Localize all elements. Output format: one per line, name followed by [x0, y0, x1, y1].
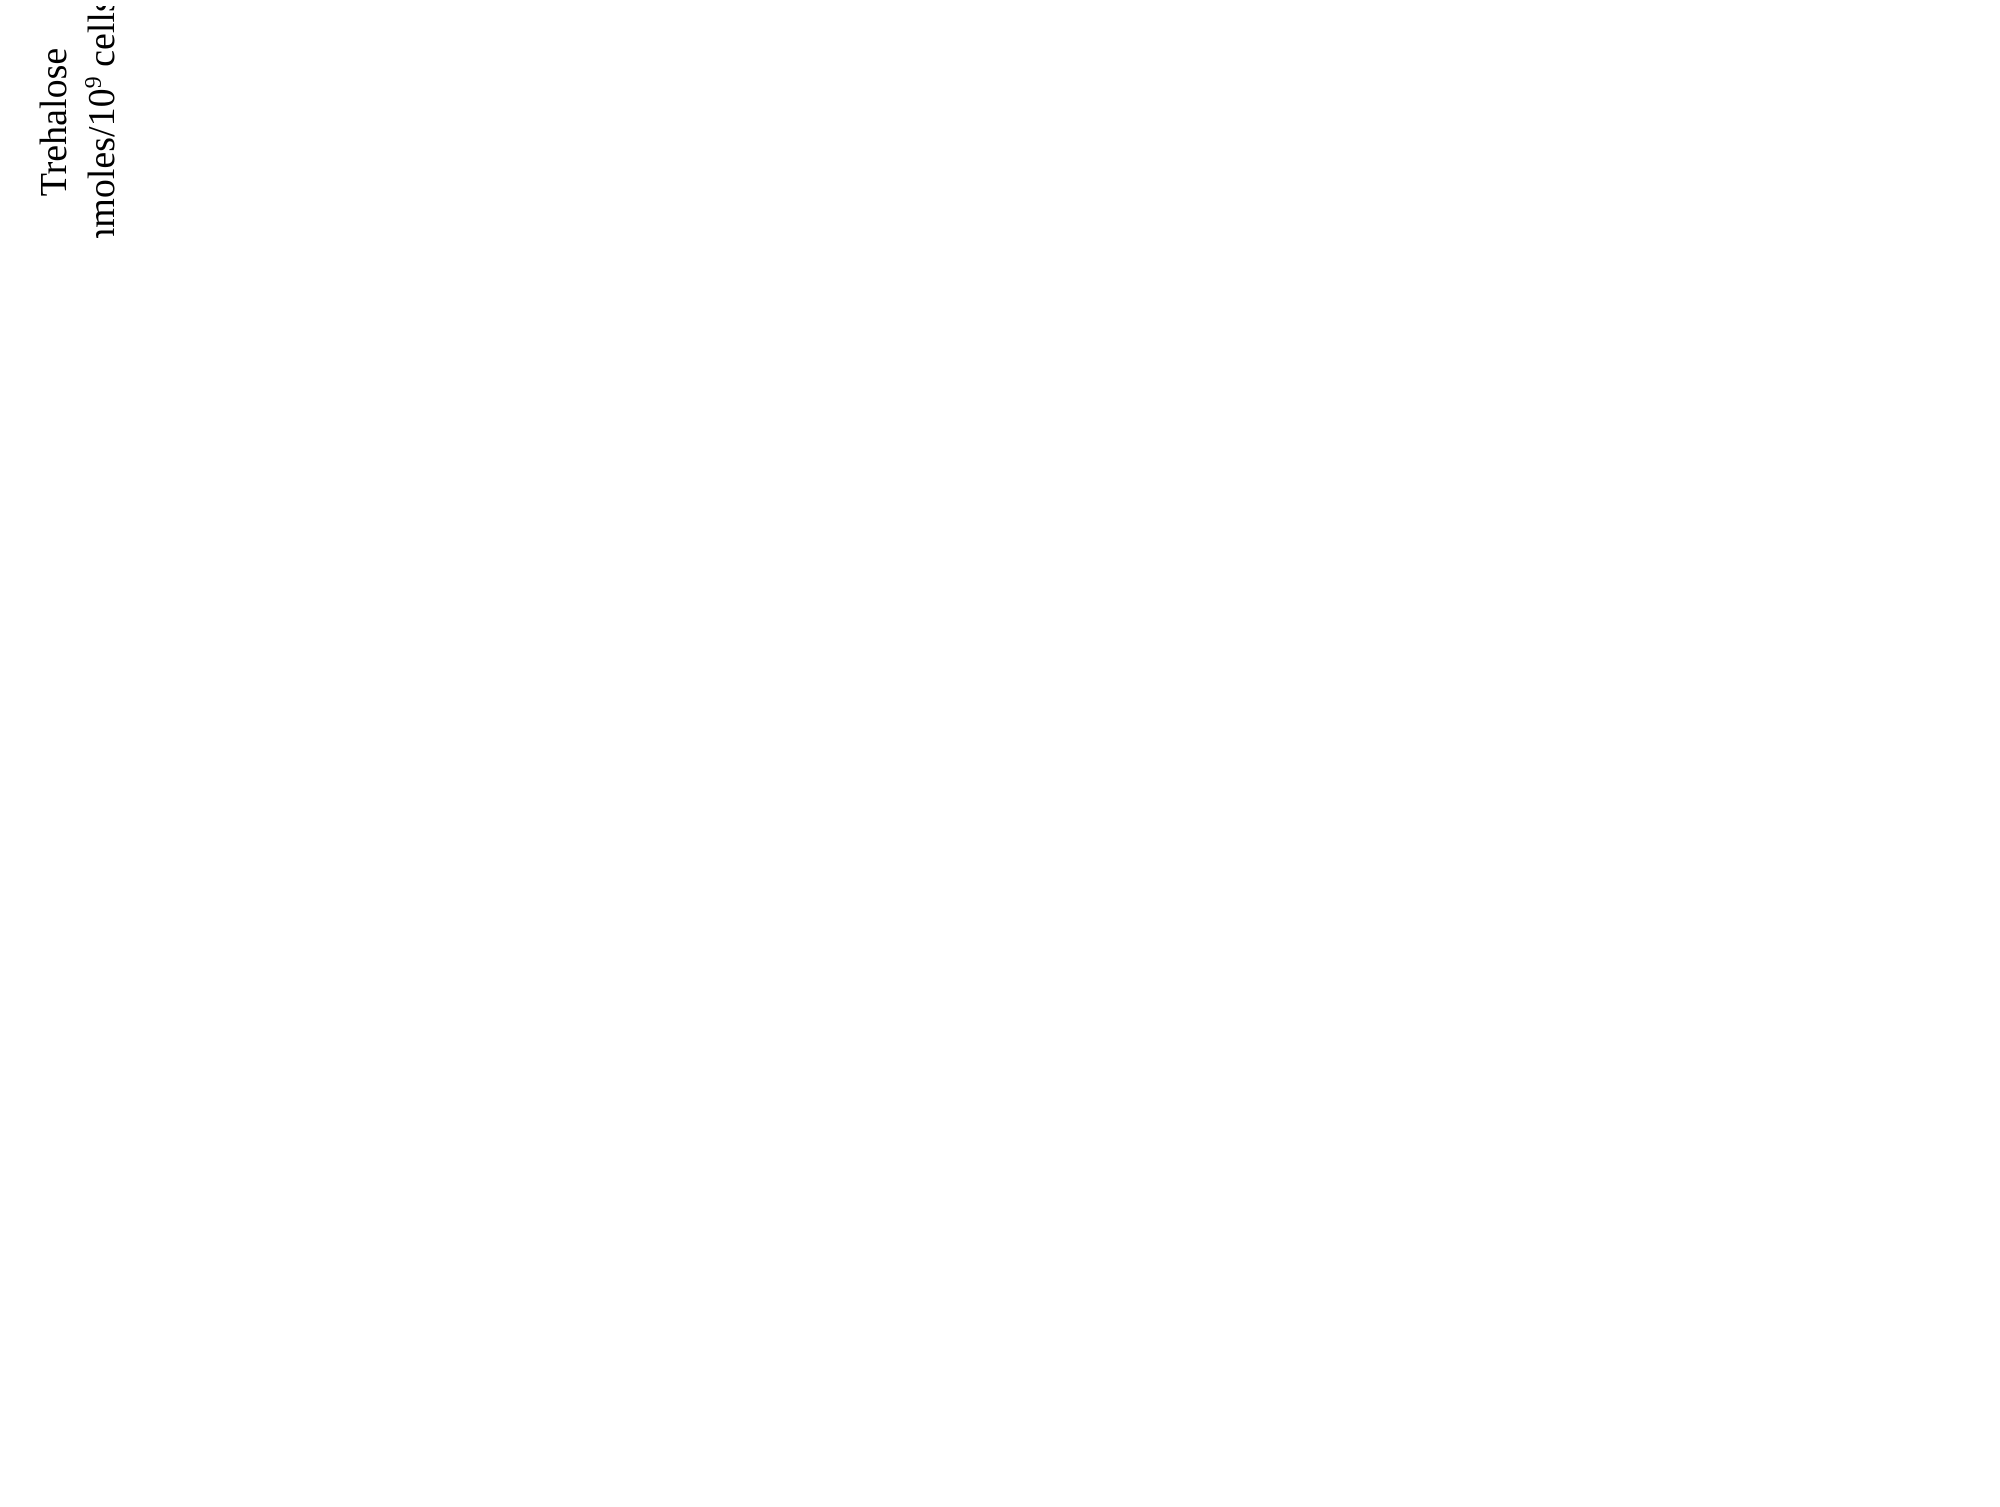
y-axis-title-line2: (nmoles/109 cells) — [81, 6, 123, 238]
y-axis-title-line1: Trehalose — [33, 48, 75, 196]
y-axis-title-trehalose: Trehalose (nmoles/109 cells) — [22, 6, 132, 238]
